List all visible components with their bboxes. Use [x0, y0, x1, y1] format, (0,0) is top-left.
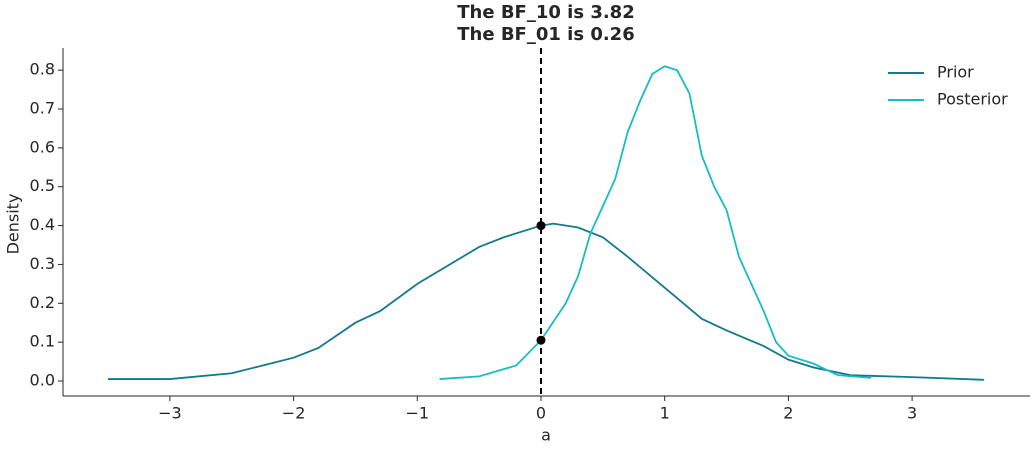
y-tick-label: 0.2 — [30, 293, 55, 312]
y-tick-label: 0.4 — [30, 215, 55, 234]
x-tick-label: 1 — [660, 404, 670, 423]
y-tick-label: 0.7 — [30, 99, 55, 118]
point — [536, 335, 546, 345]
y-tick-label: 0.5 — [30, 176, 55, 195]
y-tick-label: 0.1 — [30, 332, 55, 351]
density-line — [108, 222, 984, 381]
x-tick-label: −3 — [158, 404, 182, 423]
x-tick-label: 2 — [783, 404, 793, 423]
y-tick-label: 0.8 — [30, 60, 55, 79]
legend-label: Prior — [937, 63, 974, 82]
chart-title: The BF_10 is 3.82 — [457, 2, 634, 23]
chart-title: The BF_01 is 0.26 — [457, 24, 634, 45]
x-tick-label: 3 — [907, 404, 917, 423]
x-axis-label: a — [541, 426, 551, 445]
legend-label: Posterior — [937, 90, 1008, 109]
y-tick-label: 0.3 — [30, 254, 55, 273]
y-axis-label: Density — [4, 194, 23, 255]
x-tick-label: −2 — [282, 404, 306, 423]
x-tick-label: 0 — [536, 404, 546, 423]
point — [536, 221, 546, 231]
density-line — [439, 65, 872, 380]
y-tick-label: 0.0 — [30, 371, 55, 390]
x-tick-label: −1 — [405, 404, 429, 423]
y-tick-label: 0.6 — [30, 137, 55, 156]
